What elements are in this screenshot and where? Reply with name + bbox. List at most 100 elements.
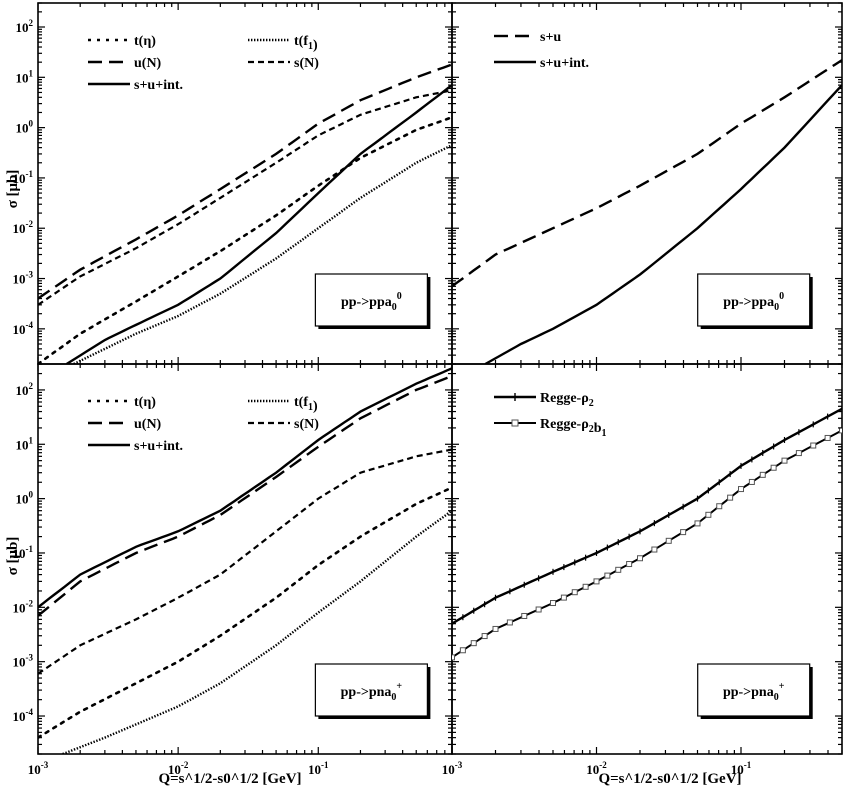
reaction-label: pp->pna0+ (723, 681, 785, 703)
legend-label: t(f1) (294, 395, 318, 414)
series-marker (770, 464, 777, 471)
x-tick-label: 10-3 (28, 760, 49, 777)
y-tick-label: 10-3 (13, 270, 34, 287)
legend-label: Regge-ρ2 (540, 391, 594, 409)
y-tick-label: 101 (16, 435, 34, 452)
series-marker (626, 561, 633, 568)
reaction-label: pp->ppa00 (723, 291, 784, 313)
series-marker (824, 434, 831, 441)
series-marker (759, 471, 766, 478)
y-tick-label: 100 (16, 490, 34, 507)
y-tick-label: 102 (16, 381, 34, 398)
x-axis-label-left: Q=s^1/2-s0^1/2 [GeV] (158, 771, 301, 787)
legend-label: s+u+int. (134, 439, 183, 454)
series-marker (810, 442, 817, 449)
legend-bottom-left: t(η) t(f1) u(N) s(N) s+u+int. (88, 395, 319, 454)
axis-label-layer: σ [μb] σ [μb] Q=s^1/2-s0^1/2 [GeV] Q=s^1… (5, 170, 742, 787)
y-tick-label: 10-2 (13, 219, 34, 236)
tick-layer: 102 101 100 10-1 10-2 10-3 10-4 102 101 100 10-1 10… (13, 2, 843, 777)
reaction-label: pp->ppa00 (341, 291, 402, 313)
series-marker (582, 583, 589, 590)
series-marker (680, 529, 687, 536)
series-line-bottom-left-4 (38, 367, 452, 609)
x-tick-label: 10-2 (168, 760, 189, 777)
series-marker (535, 606, 542, 613)
y-tick-label: 10-3 (13, 653, 34, 670)
legend-label: s+u+int. (540, 56, 589, 71)
y-axis-label-top: σ [μb] (5, 170, 21, 209)
series-line-top-left-3 (38, 89, 452, 306)
legend-label: s+u+int. (134, 78, 183, 93)
series-marker (459, 647, 466, 654)
series-marker (470, 640, 477, 647)
y-tick-label: 100 (16, 119, 34, 136)
series-marker (716, 503, 723, 510)
x-tick-label: 10-1 (731, 760, 752, 777)
reaction-badge-bottom-left: pp->pna0+ (314, 663, 431, 719)
series-marker (694, 520, 701, 527)
y-tick-label: 10-1 (13, 544, 34, 561)
legend-label: u(N) (134, 56, 162, 71)
legend-label: t(η) (134, 34, 156, 49)
x-axis-label-right: Q=s^1/2-s0^1/2 [GeV] (598, 771, 741, 787)
series-marker (651, 546, 658, 553)
legend-marker (511, 419, 519, 427)
legend-top-right: s+u s+u+int. (494, 30, 589, 71)
series-marker (636, 555, 643, 562)
reaction-badge-bottom-right: pp->pna0+ (697, 663, 813, 719)
series-marker (560, 594, 567, 601)
y-tick-label: 10-1 (13, 169, 34, 186)
series-marker (839, 427, 842, 434)
series-line-top-left-0 (38, 116, 452, 364)
y-axis-label-bottom: σ [μb] (5, 537, 21, 576)
series-line-bottom-left-2 (38, 374, 452, 617)
series-marker (550, 600, 557, 607)
series-marker (593, 578, 600, 585)
legend-top-left: t(η) t(f1) u(N) s(N) s+u+int. (88, 34, 319, 93)
series-line-bottom-left-3 (38, 448, 452, 675)
series-line-top-right-0 (452, 59, 842, 288)
series-marker (571, 589, 578, 596)
y-tick-label: 101 (16, 68, 34, 85)
series-marker (795, 450, 802, 457)
series-marker (748, 478, 755, 485)
legend-layer: t(η) t(f1)u(N) s(N)s+u+int.s+us+u+int.t(η)… (88, 30, 607, 454)
series-marker (615, 566, 622, 573)
series-marker (452, 654, 455, 661)
reaction-badge-top-left: pp->ppa00 (314, 273, 431, 329)
legend-bottom-right: Regge-ρ2 Regge-ρ2b1 (494, 391, 607, 439)
series-line-bottom-left-1 (62, 509, 452, 754)
series-line-top-left-4 (65, 84, 452, 364)
series-marker (665, 537, 672, 544)
series-line-top-right-1 (484, 84, 842, 364)
series-line-top-left-1 (73, 144, 452, 364)
y-tick-label: 10-4 (13, 320, 34, 337)
annotation-layer: pp->ppa00 pp->ppa00 pp->pna0+ pp->pna0+ (314, 273, 813, 719)
series-marker (727, 494, 734, 501)
legend-label: Regge-ρ2b1 (540, 417, 607, 439)
x-tick-label: 10-1 (308, 760, 329, 777)
x-tick-label: 10-3 (442, 760, 463, 777)
series-marker (492, 625, 499, 632)
series-line-top-left-2 (38, 63, 452, 300)
x-tick-label: 10-2 (586, 760, 607, 777)
legend-label: s(N) (294, 417, 319, 432)
series-marker (604, 572, 611, 579)
series-marker (521, 612, 528, 619)
legend-label: u(N) (134, 417, 162, 432)
series-marker (705, 511, 712, 518)
plot-grid (37, 2, 843, 755)
series-marker (781, 457, 788, 464)
reaction-label: pp->pna0+ (341, 681, 403, 703)
y-tick-label: 102 (16, 18, 34, 35)
y-tick-label: 10-2 (13, 598, 34, 615)
legend-label: s+u (540, 30, 561, 45)
series-line-bottom-left-0 (38, 486, 452, 739)
series-line-bottom-right-0 (452, 407, 842, 625)
legend-label: s(N) (294, 56, 319, 71)
series-marker (737, 486, 744, 493)
reaction-badge-top-right: pp->ppa00 (697, 273, 813, 329)
legend-label: t(f1) (294, 34, 318, 53)
y-tick-label: 10-4 (13, 707, 34, 724)
